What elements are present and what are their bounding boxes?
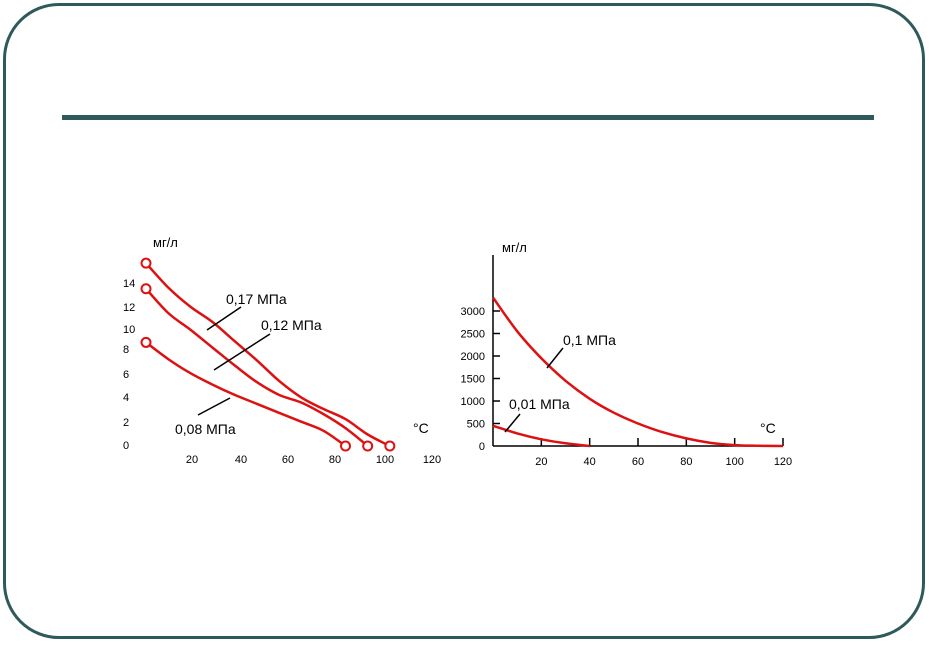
series-curve-0 bbox=[145, 262, 391, 448]
series-leader-line-0 bbox=[546, 347, 564, 369]
x-tick-label: 100 bbox=[376, 454, 394, 466]
x-tick-label: 100 bbox=[725, 456, 743, 468]
series-label-0: 0,1 МПа bbox=[563, 332, 616, 348]
y-tick-label: 500 bbox=[467, 419, 485, 431]
series-label-2: 0,08 МПа bbox=[175, 421, 236, 437]
y-tick-label: 12 bbox=[123, 302, 135, 314]
series-end-marker-1 bbox=[362, 440, 374, 452]
x-axis-unit-label: °C bbox=[413, 420, 429, 436]
title-divider bbox=[62, 115, 874, 120]
x-tick-label: 80 bbox=[329, 454, 341, 466]
series-curve-1 bbox=[145, 287, 369, 447]
x-tick-label: 80 bbox=[680, 456, 692, 468]
x-tick-label: 40 bbox=[235, 454, 247, 466]
series-curve-2 bbox=[145, 341, 347, 448]
x-tick-label: 40 bbox=[584, 456, 596, 468]
series-curve-0 bbox=[491, 296, 784, 448]
y-tick-label: 6 bbox=[123, 369, 129, 381]
y-axis-label: мг/л bbox=[502, 240, 527, 255]
x-tick-label: 120 bbox=[423, 454, 441, 466]
slide-frame bbox=[3, 3, 925, 639]
y-tick-label: 2000 bbox=[461, 351, 485, 363]
series-end-marker-2 bbox=[340, 440, 351, 452]
y-tick-label: 0 bbox=[123, 440, 129, 452]
series-label-0: 0,17 МПа bbox=[226, 291, 287, 307]
series-start-marker-2 bbox=[140, 336, 152, 348]
x-tick-label: 20 bbox=[535, 456, 547, 468]
x-tick-label: 60 bbox=[632, 456, 644, 468]
y-tick-label: 1500 bbox=[461, 374, 485, 386]
series-end-marker-0 bbox=[384, 440, 396, 452]
y-tick-label: 4 bbox=[123, 392, 129, 404]
series-leader-line-1 bbox=[504, 413, 521, 433]
y-tick-label: 0 bbox=[479, 441, 485, 453]
y-tick-label: 2500 bbox=[461, 329, 485, 341]
x-axis-unit-label: °C bbox=[760, 420, 776, 436]
y-tick-label: 2 bbox=[123, 417, 129, 429]
y-axis-label: мг/л bbox=[153, 235, 178, 250]
series-leader-line-0 bbox=[206, 306, 242, 331]
y-tick-label: 8 bbox=[123, 344, 129, 356]
x-tick-label: 120 bbox=[774, 456, 792, 468]
series-leader-line-1 bbox=[213, 333, 271, 371]
series-label-1: 0,12 МПа bbox=[261, 317, 322, 333]
series-start-marker-1 bbox=[140, 283, 152, 295]
series-label-1: 0,01 МПа bbox=[509, 396, 570, 412]
series-leader-line-2 bbox=[197, 397, 231, 416]
y-tick-label: 14 bbox=[123, 278, 135, 290]
x-tick-label: 60 bbox=[282, 454, 294, 466]
x-tick-label: 20 bbox=[186, 454, 198, 466]
y-tick-label: 10 bbox=[123, 324, 135, 336]
y-tick-label: 3000 bbox=[461, 306, 485, 318]
series-curve-1 bbox=[492, 424, 590, 448]
y-tick-label: 1000 bbox=[461, 396, 485, 408]
series-start-marker-0 bbox=[140, 257, 152, 269]
